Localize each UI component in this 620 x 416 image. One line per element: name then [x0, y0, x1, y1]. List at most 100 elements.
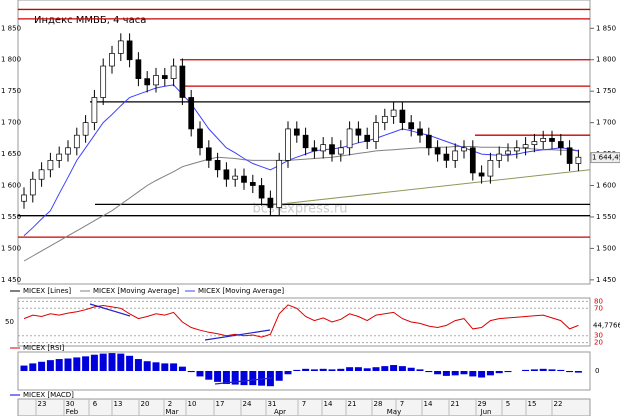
- macd-bar: [126, 355, 134, 371]
- macd-bar: [205, 371, 213, 380]
- x-tick-label: 14: [424, 400, 433, 408]
- macd-bar: [328, 369, 336, 371]
- candle-body: [232, 175, 239, 180]
- candle-body: [117, 40, 124, 54]
- macd-bar: [354, 367, 362, 371]
- candle-body: [38, 169, 45, 180]
- macd-bar: [548, 369, 556, 371]
- macd-bar: [398, 366, 406, 371]
- rsi-last-label: 44,77669: [593, 322, 620, 330]
- candle-body: [469, 147, 476, 174]
- macd-bar: [29, 363, 37, 371]
- macd-tick-label: 0: [595, 367, 599, 375]
- y-tick-label: 1 800: [1, 56, 21, 64]
- macd-bar: [522, 369, 530, 371]
- legend-label: MICEX [MACD]: [23, 391, 74, 399]
- x-tick-label: 13: [114, 400, 123, 408]
- candle-body: [496, 153, 503, 161]
- legend-label: MICEX [Moving Average]: [198, 287, 284, 295]
- x-tick-label: 30: [66, 400, 75, 408]
- candle-body: [56, 153, 63, 161]
- macd-bar: [240, 371, 248, 386]
- candle-body: [241, 175, 247, 183]
- rsi-line: [23, 304, 579, 338]
- candle-body: [337, 147, 344, 155]
- macd-bar: [178, 366, 186, 371]
- candle-body: [302, 134, 309, 149]
- x-tick-label: 21: [451, 400, 460, 408]
- candle-body: [513, 147, 520, 152]
- candle-body: [399, 109, 406, 123]
- candle-body: [223, 169, 230, 180]
- macd-bar: [46, 360, 54, 371]
- x-tick-label: 7: [400, 400, 404, 408]
- macd-bar: [293, 369, 301, 371]
- candle-body: [531, 141, 538, 145]
- candle-body: [505, 150, 511, 155]
- macd-bar: [108, 353, 116, 371]
- candle-body: [575, 156, 582, 164]
- macd-bar: [434, 371, 442, 375]
- candle-body: [443, 153, 450, 161]
- month-label: Apr: [274, 408, 286, 416]
- rsi-tick-label: 80: [594, 297, 603, 305]
- macd-frame: [17, 351, 591, 391]
- x-tick-label: 5: [506, 400, 510, 408]
- candle-body: [434, 147, 441, 155]
- macd-bar: [381, 366, 389, 371]
- candle-body: [47, 160, 54, 171]
- candle-body: [214, 160, 221, 171]
- candle-body: [91, 97, 98, 123]
- macd-bar: [90, 354, 98, 371]
- candle-body: [126, 40, 133, 61]
- x-tick-label: 17: [216, 400, 225, 408]
- macd-bar: [504, 371, 512, 373]
- chart-title: Индекс ММВБ, 4 часа: [34, 15, 146, 26]
- macd-bar: [372, 367, 380, 371]
- x-tick-label: 31: [268, 400, 277, 408]
- y-tick-label: 1 550: [1, 213, 21, 221]
- macd-bar: [222, 371, 230, 385]
- macd-bar: [478, 371, 486, 378]
- legend-label: MICEX [Moving Average]: [93, 287, 179, 295]
- rsi-trend: [204, 329, 271, 341]
- x-tick-label: 2: [168, 400, 172, 408]
- candle-body: [179, 65, 186, 98]
- candle-body: [566, 147, 573, 164]
- candle-body: [82, 122, 89, 136]
- moving-average: [23, 146, 579, 262]
- candle-body: [364, 134, 371, 142]
- candle-body: [161, 75, 168, 79]
- candle-body: [100, 65, 107, 98]
- y-tick-label: 1 700: [596, 119, 616, 127]
- macd-bar: [231, 371, 239, 385]
- candle-body: [29, 178, 36, 196]
- candle-body: [549, 138, 555, 142]
- candle-body: [285, 128, 291, 161]
- macd-bar: [143, 361, 151, 371]
- x-tick-label: 10: [188, 400, 197, 408]
- y-tick-label: 1 700: [1, 119, 21, 127]
- month-label: May: [387, 408, 401, 416]
- candle-body: [425, 134, 432, 149]
- candle-body: [522, 144, 529, 149]
- x-tick-label: 6: [93, 400, 98, 408]
- candle-body: [197, 128, 203, 149]
- macd-bar: [407, 367, 415, 371]
- candle-body: [311, 147, 318, 152]
- candle-body: [153, 75, 159, 86]
- candle-body: [540, 138, 547, 142]
- macd-bar: [134, 359, 142, 371]
- candle-body: [21, 194, 27, 202]
- y-tick-label: 1 600: [596, 182, 616, 190]
- y-tick-label: 1 550: [596, 213, 616, 221]
- x-tick-label: 24: [243, 400, 252, 408]
- macd-bar: [38, 361, 46, 371]
- macd-bar: [363, 368, 371, 371]
- month-label: Mar: [165, 408, 178, 416]
- macd-bar: [302, 368, 310, 371]
- candle-body: [188, 97, 195, 130]
- date-axis: [17, 398, 591, 416]
- y-tick-label: 1 750: [596, 87, 616, 95]
- candle-body: [381, 115, 388, 123]
